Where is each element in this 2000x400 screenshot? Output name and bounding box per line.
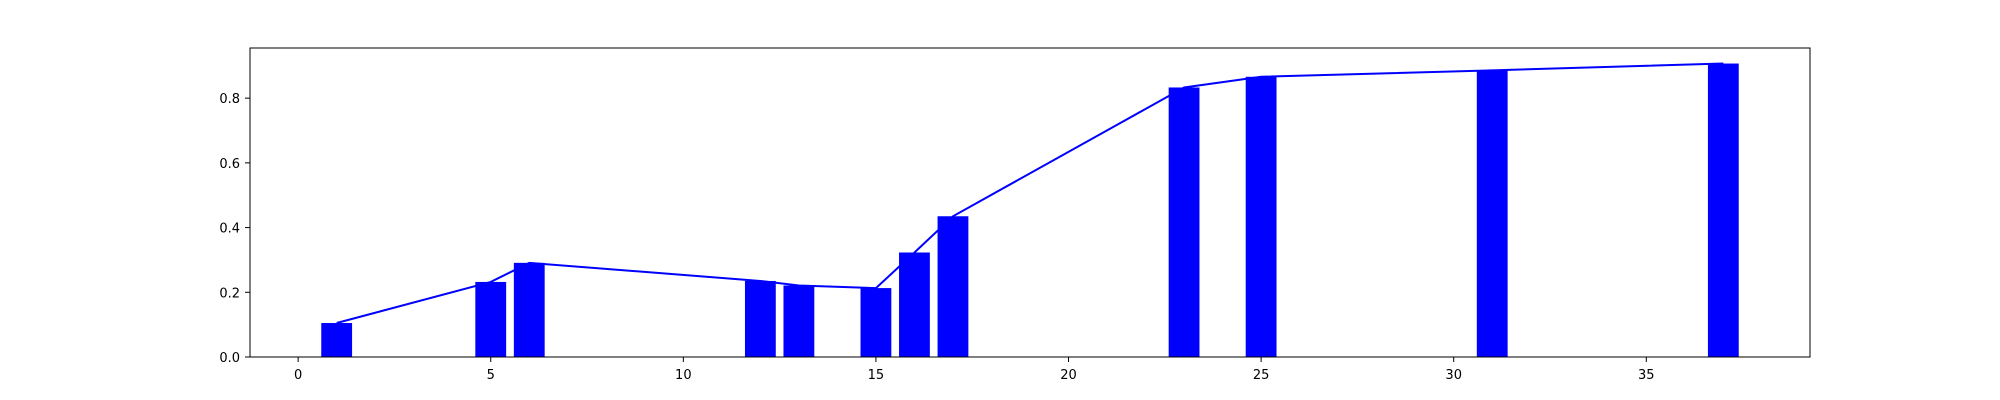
bar xyxy=(475,281,507,357)
x-tick-label: 35 xyxy=(1638,368,1655,383)
x-tick-label: 20 xyxy=(1060,368,1077,383)
bar xyxy=(1245,76,1277,357)
x-tick-label: 30 xyxy=(1445,368,1462,383)
x-axis: 0 5 10 15 20 25 30 35 xyxy=(294,357,1655,383)
x-tick-label: 5 xyxy=(487,368,495,383)
bar xyxy=(513,262,545,357)
bar xyxy=(744,280,776,357)
y-tick-label: 0.4 xyxy=(219,222,240,237)
bar xyxy=(937,216,969,357)
line-series xyxy=(336,62,1724,324)
series-line xyxy=(336,62,1724,324)
bar xyxy=(860,288,892,357)
x-tick-label: 25 xyxy=(1253,368,1270,383)
x-tick-label: 15 xyxy=(868,368,885,383)
bar xyxy=(321,323,353,357)
x-tick-label: 10 xyxy=(675,368,692,383)
y-tick-label: 0.0 xyxy=(219,351,240,366)
bar xyxy=(783,285,815,357)
x-tick-label: 0 xyxy=(294,368,302,383)
bar xyxy=(899,252,930,357)
bar xyxy=(1476,70,1508,357)
y-tick-label: 0.6 xyxy=(219,157,240,172)
bar xyxy=(1168,87,1200,358)
y-tick-label: 0.8 xyxy=(219,92,240,107)
plot-area-frame xyxy=(249,47,1811,358)
y-axis: 0.0 0.2 0.4 0.6 0.8 xyxy=(219,92,250,366)
bar xyxy=(1707,63,1739,358)
y-tick-label: 0.2 xyxy=(219,286,240,301)
bar-series xyxy=(321,63,1739,358)
